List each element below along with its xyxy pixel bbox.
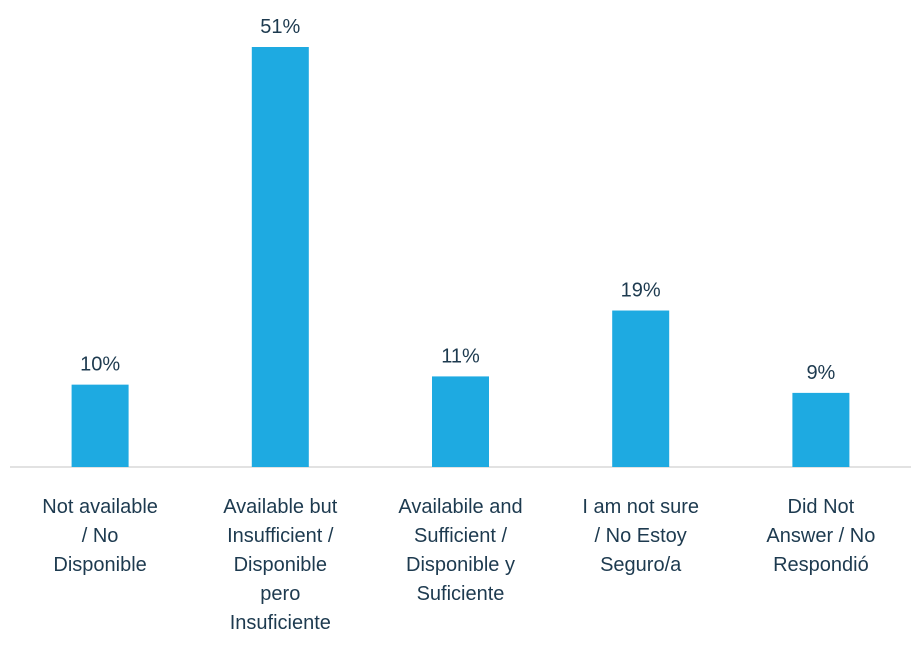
bar: [251, 47, 309, 467]
bar: [792, 392, 850, 467]
x-tick-label: I am not sure / No Estoy Seguro/a: [582, 496, 700, 576]
value-label: 10%: [80, 354, 120, 376]
value-label: 11%: [441, 345, 480, 367]
x-tick-label: Available but Insufficient / Disponible …: [223, 496, 338, 634]
bar: [612, 310, 670, 467]
x-tick-label: Did Not Answer / No Respondió: [766, 496, 876, 576]
bar: [71, 384, 129, 467]
x-tick-label: Not available / No Disponible: [42, 496, 158, 576]
value-label: 51%: [260, 16, 300, 38]
x-tick-label: Availabile and Sufficient / Disponible y…: [398, 496, 523, 605]
value-label: 19%: [621, 280, 661, 302]
value-label: 9%: [806, 362, 835, 384]
bar: [432, 376, 489, 467]
